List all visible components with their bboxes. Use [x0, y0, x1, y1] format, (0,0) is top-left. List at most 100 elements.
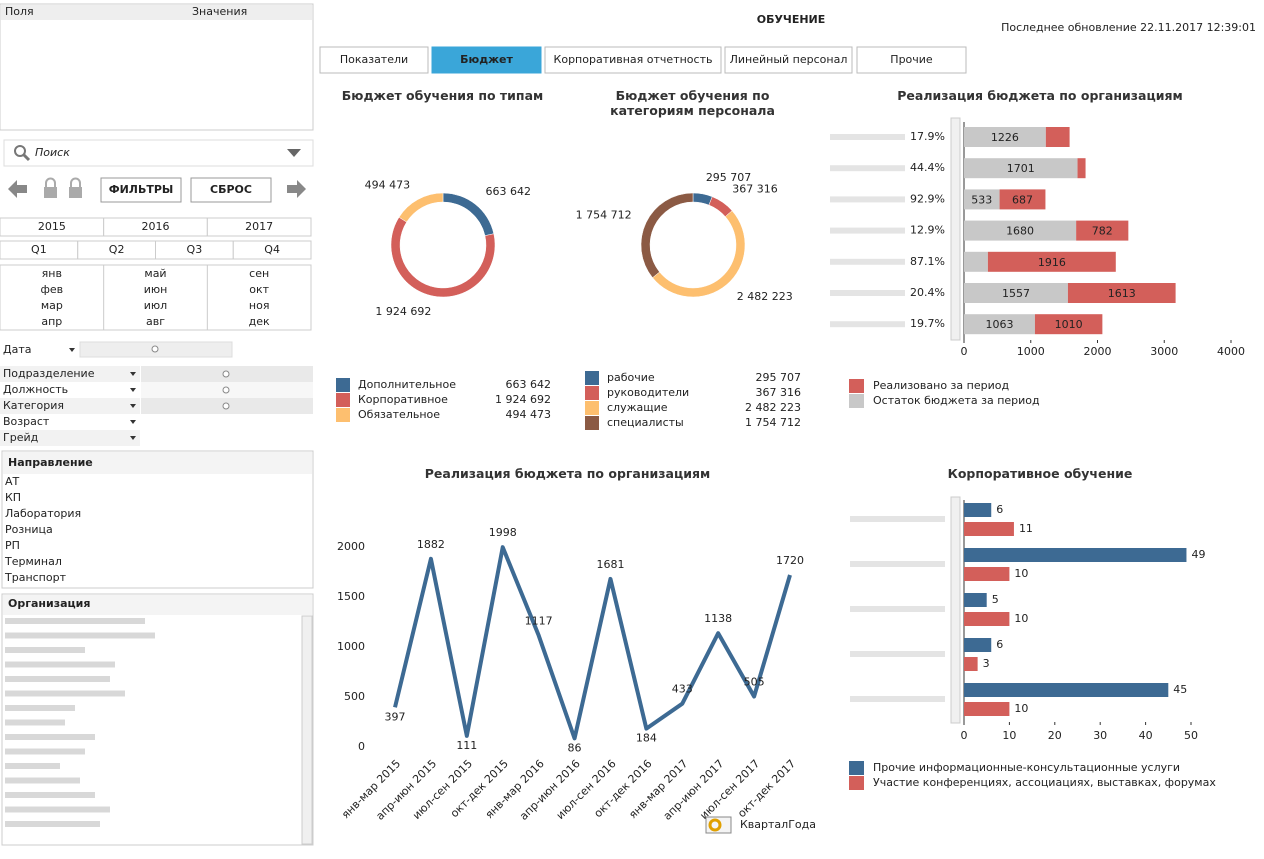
pie-slice	[640, 192, 694, 279]
point-label: 111	[456, 739, 477, 752]
legend-value: 367 316	[756, 386, 802, 399]
date-filter: Дата	[3, 343, 31, 356]
month-label: май	[144, 267, 166, 280]
row-label: 12.9%	[910, 224, 945, 237]
direction-header	[3, 452, 312, 474]
blurred-label	[830, 165, 905, 172]
forward-arrow[interactable]	[287, 180, 306, 198]
year-label: 2016	[142, 220, 170, 233]
point-label: 1720	[776, 554, 804, 567]
quarter-label: Q3	[187, 243, 203, 256]
blurred-label	[830, 290, 905, 296]
legend-label: руководители	[607, 386, 689, 399]
button-label: ФИЛЬТРЫ	[109, 183, 174, 196]
search-icon	[22, 153, 31, 162]
bar-segment	[1076, 220, 1129, 241]
point-label: 1998	[489, 526, 517, 539]
button-label: СБРОС	[210, 183, 252, 196]
bar-label: 45	[1173, 683, 1187, 696]
tab[interactable]	[544, 46, 722, 74]
pie-slice	[692, 192, 713, 206]
dropdown-arrow[interactable]	[130, 436, 136, 440]
slice-label: 1 924 692	[375, 305, 431, 318]
month-label: дек	[249, 315, 270, 328]
bar	[964, 522, 1014, 536]
blurred-item	[5, 705, 75, 711]
tab[interactable]	[856, 46, 967, 74]
bar-segment	[1077, 158, 1086, 179]
pie-slice	[390, 216, 496, 298]
point-label: 1117	[525, 614, 553, 627]
tab[interactable]	[724, 46, 853, 74]
dropdown-arrow[interactable]	[69, 348, 75, 352]
bar	[964, 503, 992, 517]
filter-label: Грейд	[3, 431, 39, 444]
x-tick-label: 4000	[1217, 345, 1245, 358]
dropdown-arrow[interactable]	[130, 372, 136, 376]
direction-title: Направление	[8, 456, 93, 469]
year-label: 2015	[38, 220, 66, 233]
scrollbar[interactable]	[950, 117, 961, 341]
bar-label: 1680	[1006, 225, 1034, 238]
slider-knob	[222, 386, 230, 394]
x-tick-label: 10	[1002, 729, 1016, 742]
tab[interactable]	[319, 46, 429, 74]
line-series	[393, 545, 792, 741]
bar-label: 10	[1014, 567, 1028, 580]
blurred-label	[850, 696, 945, 702]
quarter-cell[interactable]	[232, 240, 312, 260]
filter-row[interactable]	[0, 430, 140, 446]
dropdown-arrow[interactable]	[130, 388, 136, 392]
legend-swatch	[585, 371, 599, 385]
bar-label: 5	[992, 593, 999, 606]
legend-label: Остаток бюджета за период	[873, 394, 1040, 407]
legend-label: Дополнительное	[358, 378, 456, 391]
legend-swatch	[585, 416, 599, 430]
search-box[interactable]	[3, 139, 314, 167]
scrollbar[interactable]	[301, 615, 313, 845]
bar-label: 1010	[1055, 318, 1083, 331]
bar-segment	[964, 158, 1078, 179]
filter-value	[141, 430, 313, 446]
slice-label: 295 707	[706, 171, 752, 184]
bar-label: 11	[1019, 522, 1033, 535]
blurred-label	[830, 134, 905, 140]
legend-label: Корпоративное	[358, 393, 448, 406]
lock-icon	[70, 177, 81, 187]
legend-swatch	[849, 394, 864, 408]
blurred-label	[850, 606, 945, 612]
filter-row[interactable]	[0, 382, 140, 398]
lock-icon[interactable]	[69, 187, 82, 198]
filter-row[interactable]	[0, 366, 140, 382]
dropdown-arrow[interactable]	[130, 420, 136, 424]
direction-item: КП	[5, 491, 21, 504]
point-label: 397	[385, 710, 406, 723]
filter-label: Подразделение	[3, 367, 95, 380]
dropdown-arrow[interactable]	[287, 149, 301, 157]
button[interactable]	[100, 177, 182, 203]
lock-icon	[45, 177, 56, 187]
lock-icon[interactable]	[44, 187, 57, 198]
button[interactable]	[190, 177, 272, 203]
scrollbar[interactable]	[950, 496, 961, 724]
bar	[964, 683, 1169, 697]
legend-value: 295 707	[756, 371, 802, 384]
y-tick-label: 2000	[337, 540, 365, 553]
x-tick-label: 2000	[1084, 345, 1112, 358]
year-cell[interactable]	[206, 217, 312, 237]
tab[interactable]	[431, 46, 542, 74]
filter-row[interactable]	[0, 398, 140, 414]
legend-swatch	[336, 378, 350, 392]
month-label: июл	[144, 299, 167, 312]
months-panel	[0, 264, 312, 331]
row-label: 87.1%	[910, 255, 945, 268]
dropdown-arrow[interactable]	[130, 404, 136, 408]
tab-label: Бюджет	[460, 53, 513, 66]
back-arrow[interactable]	[8, 180, 27, 198]
blurred-label	[850, 651, 945, 657]
bar-label: 1557	[1002, 287, 1030, 300]
filter-row[interactable]	[0, 414, 140, 430]
y-tick-label: 1500	[337, 590, 365, 603]
